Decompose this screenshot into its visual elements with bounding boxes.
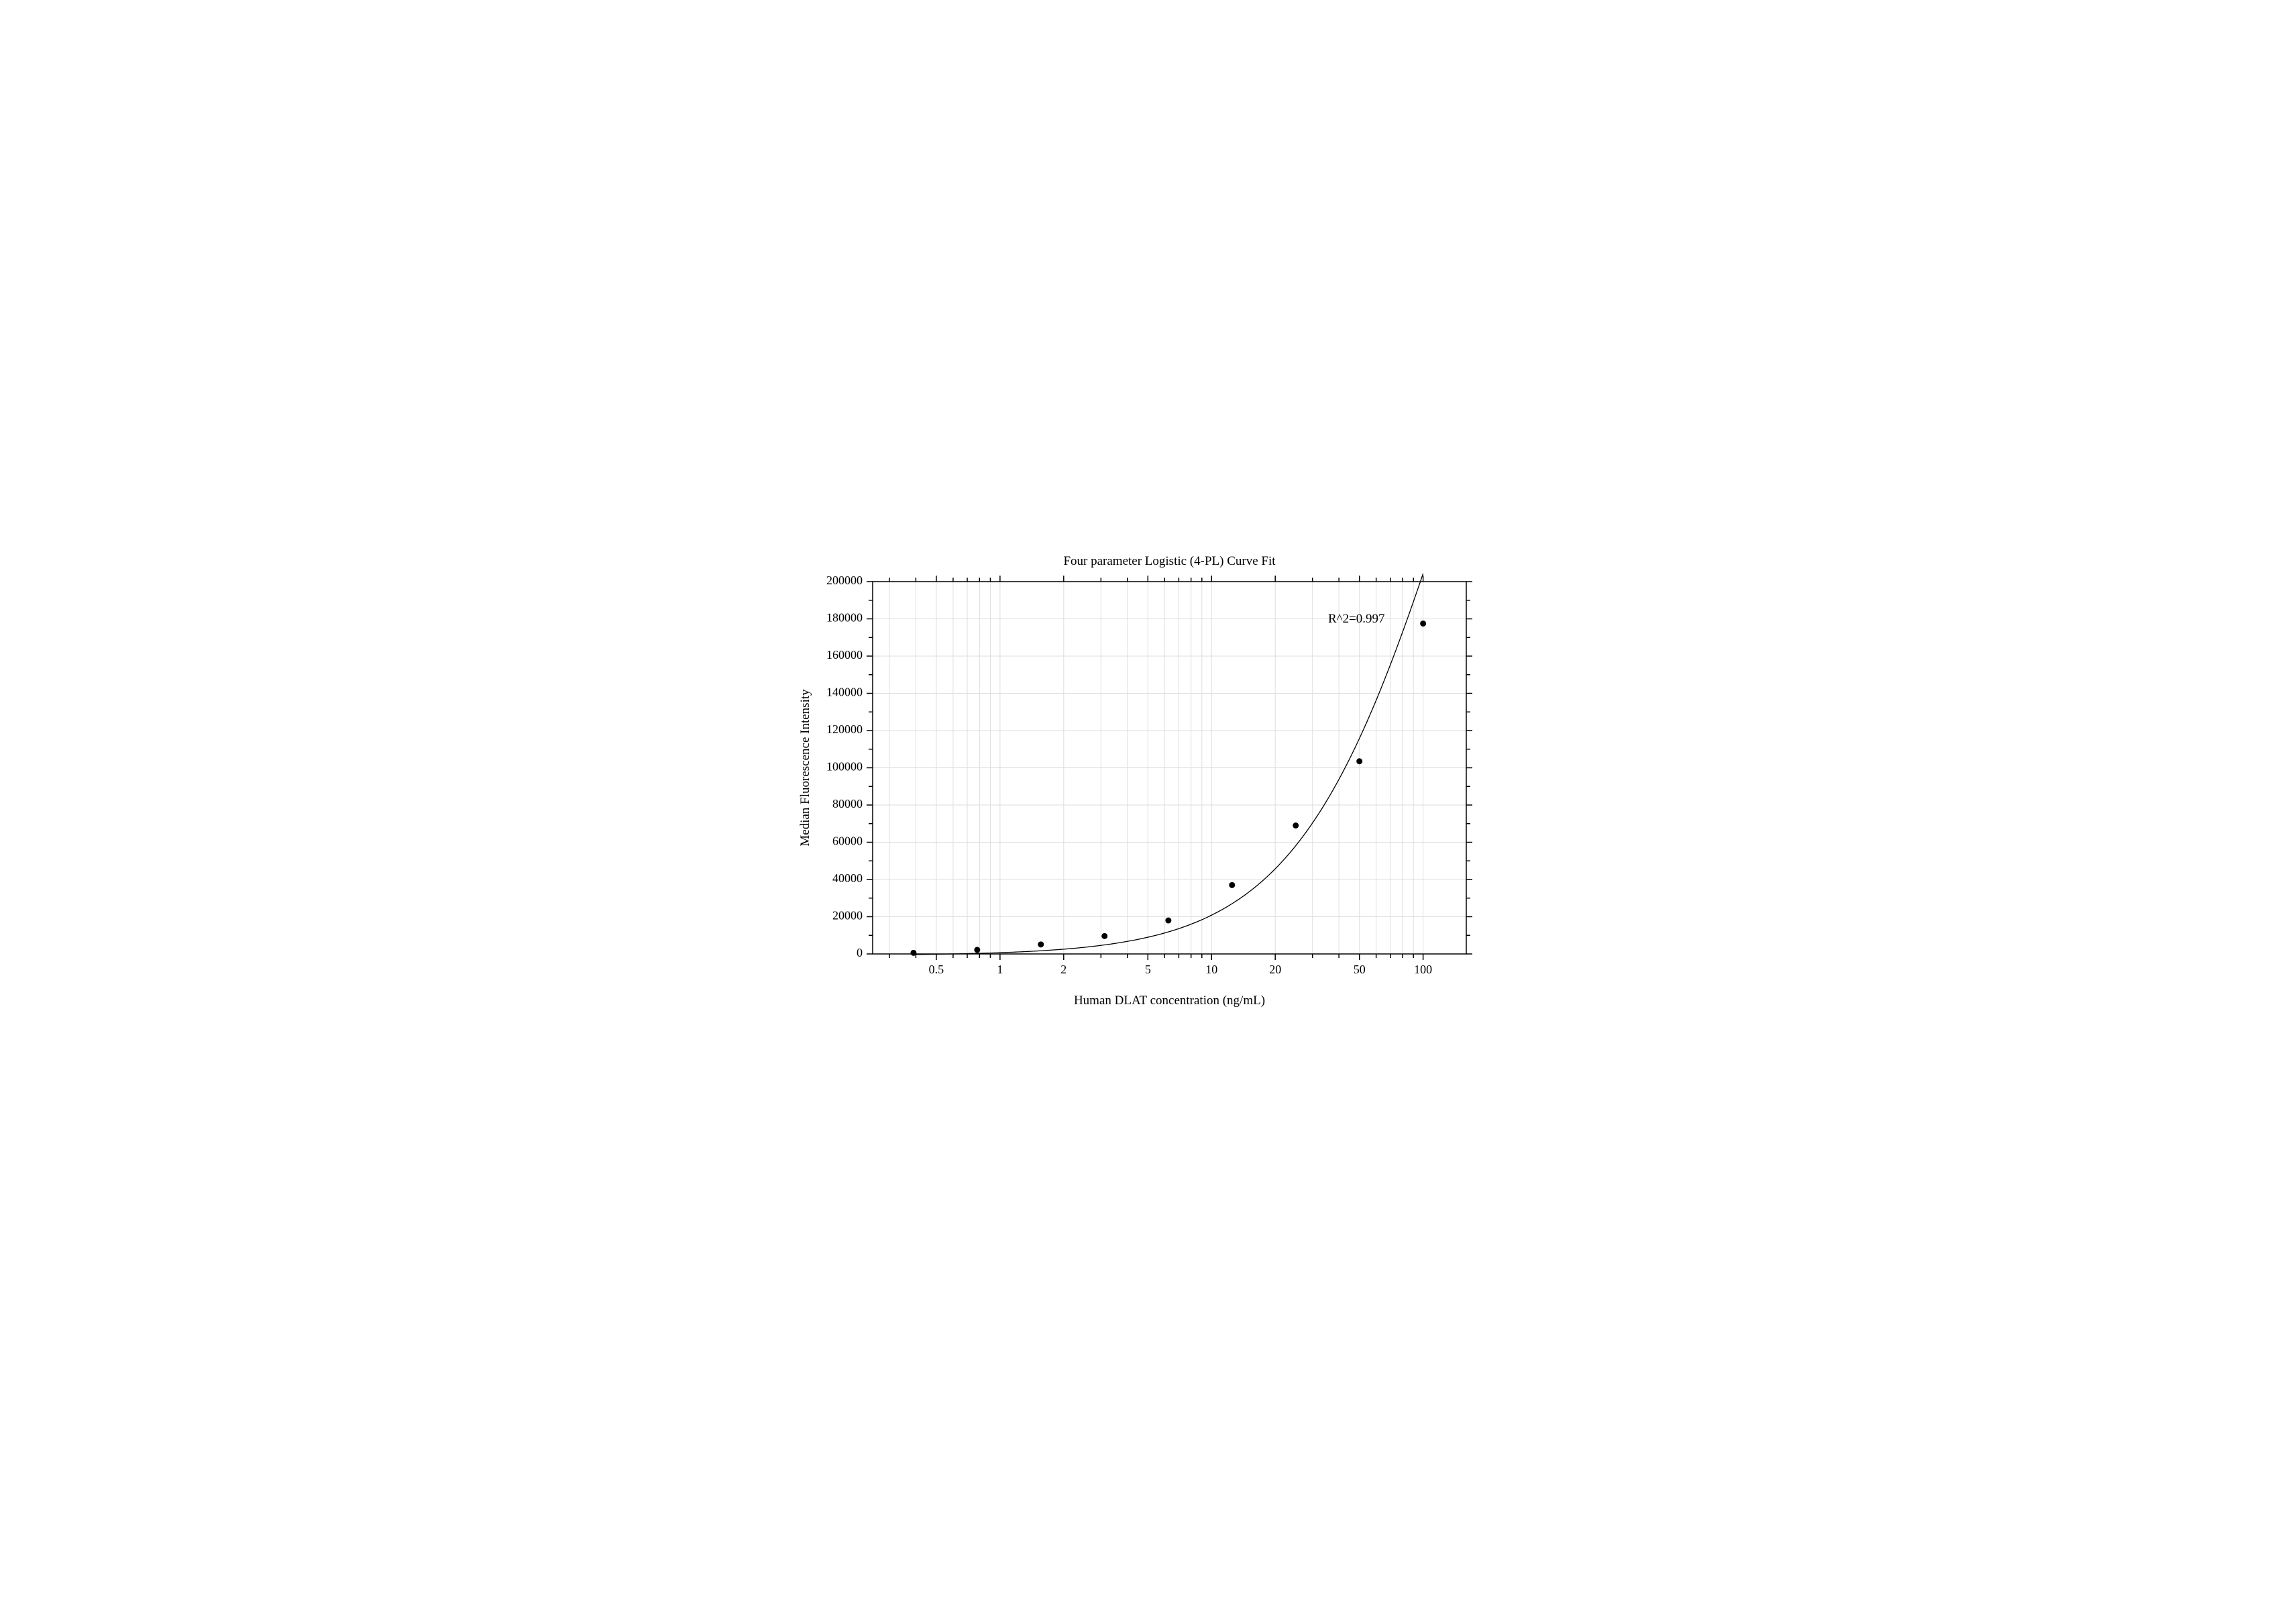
y-tick-label: 100000 [826,760,863,773]
x-tick-label: 100 [1414,963,1432,976]
y-axis-label: Median Fluorescence Intensity [798,689,812,847]
chart-title: Four parameter Logistic (4-PL) Curve Fit [1063,554,1276,568]
data-point [910,950,916,956]
data-point [1038,941,1044,947]
data-point [1101,933,1107,939]
x-tick-label: 1 [997,963,1003,976]
x-tick-label: 5 [1145,963,1151,976]
chart-figure: 0 20000 40000 60000 80000 100000 120000 140000 1… [765,535,1531,1069]
data-point [1229,882,1235,888]
y-tick-label: 160000 [826,648,863,661]
y-tick-label: 80000 [832,797,863,810]
data-point [1293,822,1299,828]
data-point [1165,918,1171,924]
y-tick-label: 200000 [826,574,863,587]
r-squared-annotation: R^2=0.997 [1328,612,1385,626]
data-point [1420,621,1426,627]
y-tick-label: 120000 [826,723,863,736]
y-tick-label: 60000 [832,835,863,848]
y-tick-label: 20000 [832,909,863,922]
data-point [1356,758,1362,764]
x-tick-label: 20 [1269,963,1281,976]
x-tick-label: 2 [1060,963,1067,976]
y-tick-label: 140000 [826,686,863,699]
y-tick-label: 180000 [826,611,863,625]
x-tick-label: 10 [1205,963,1217,976]
y-tick-label: 40000 [832,871,863,885]
x-tick-label: 0.5 [929,963,944,976]
y-tick-label: 0 [857,946,863,959]
data-point [974,947,980,953]
chart-svg: 0 20000 40000 60000 80000 100000 120000 140000 1… [765,535,1531,1069]
x-axis-label: Human DLAT concentration (ng/mL) [1074,994,1265,1008]
x-tick-label: 50 [1354,963,1366,976]
